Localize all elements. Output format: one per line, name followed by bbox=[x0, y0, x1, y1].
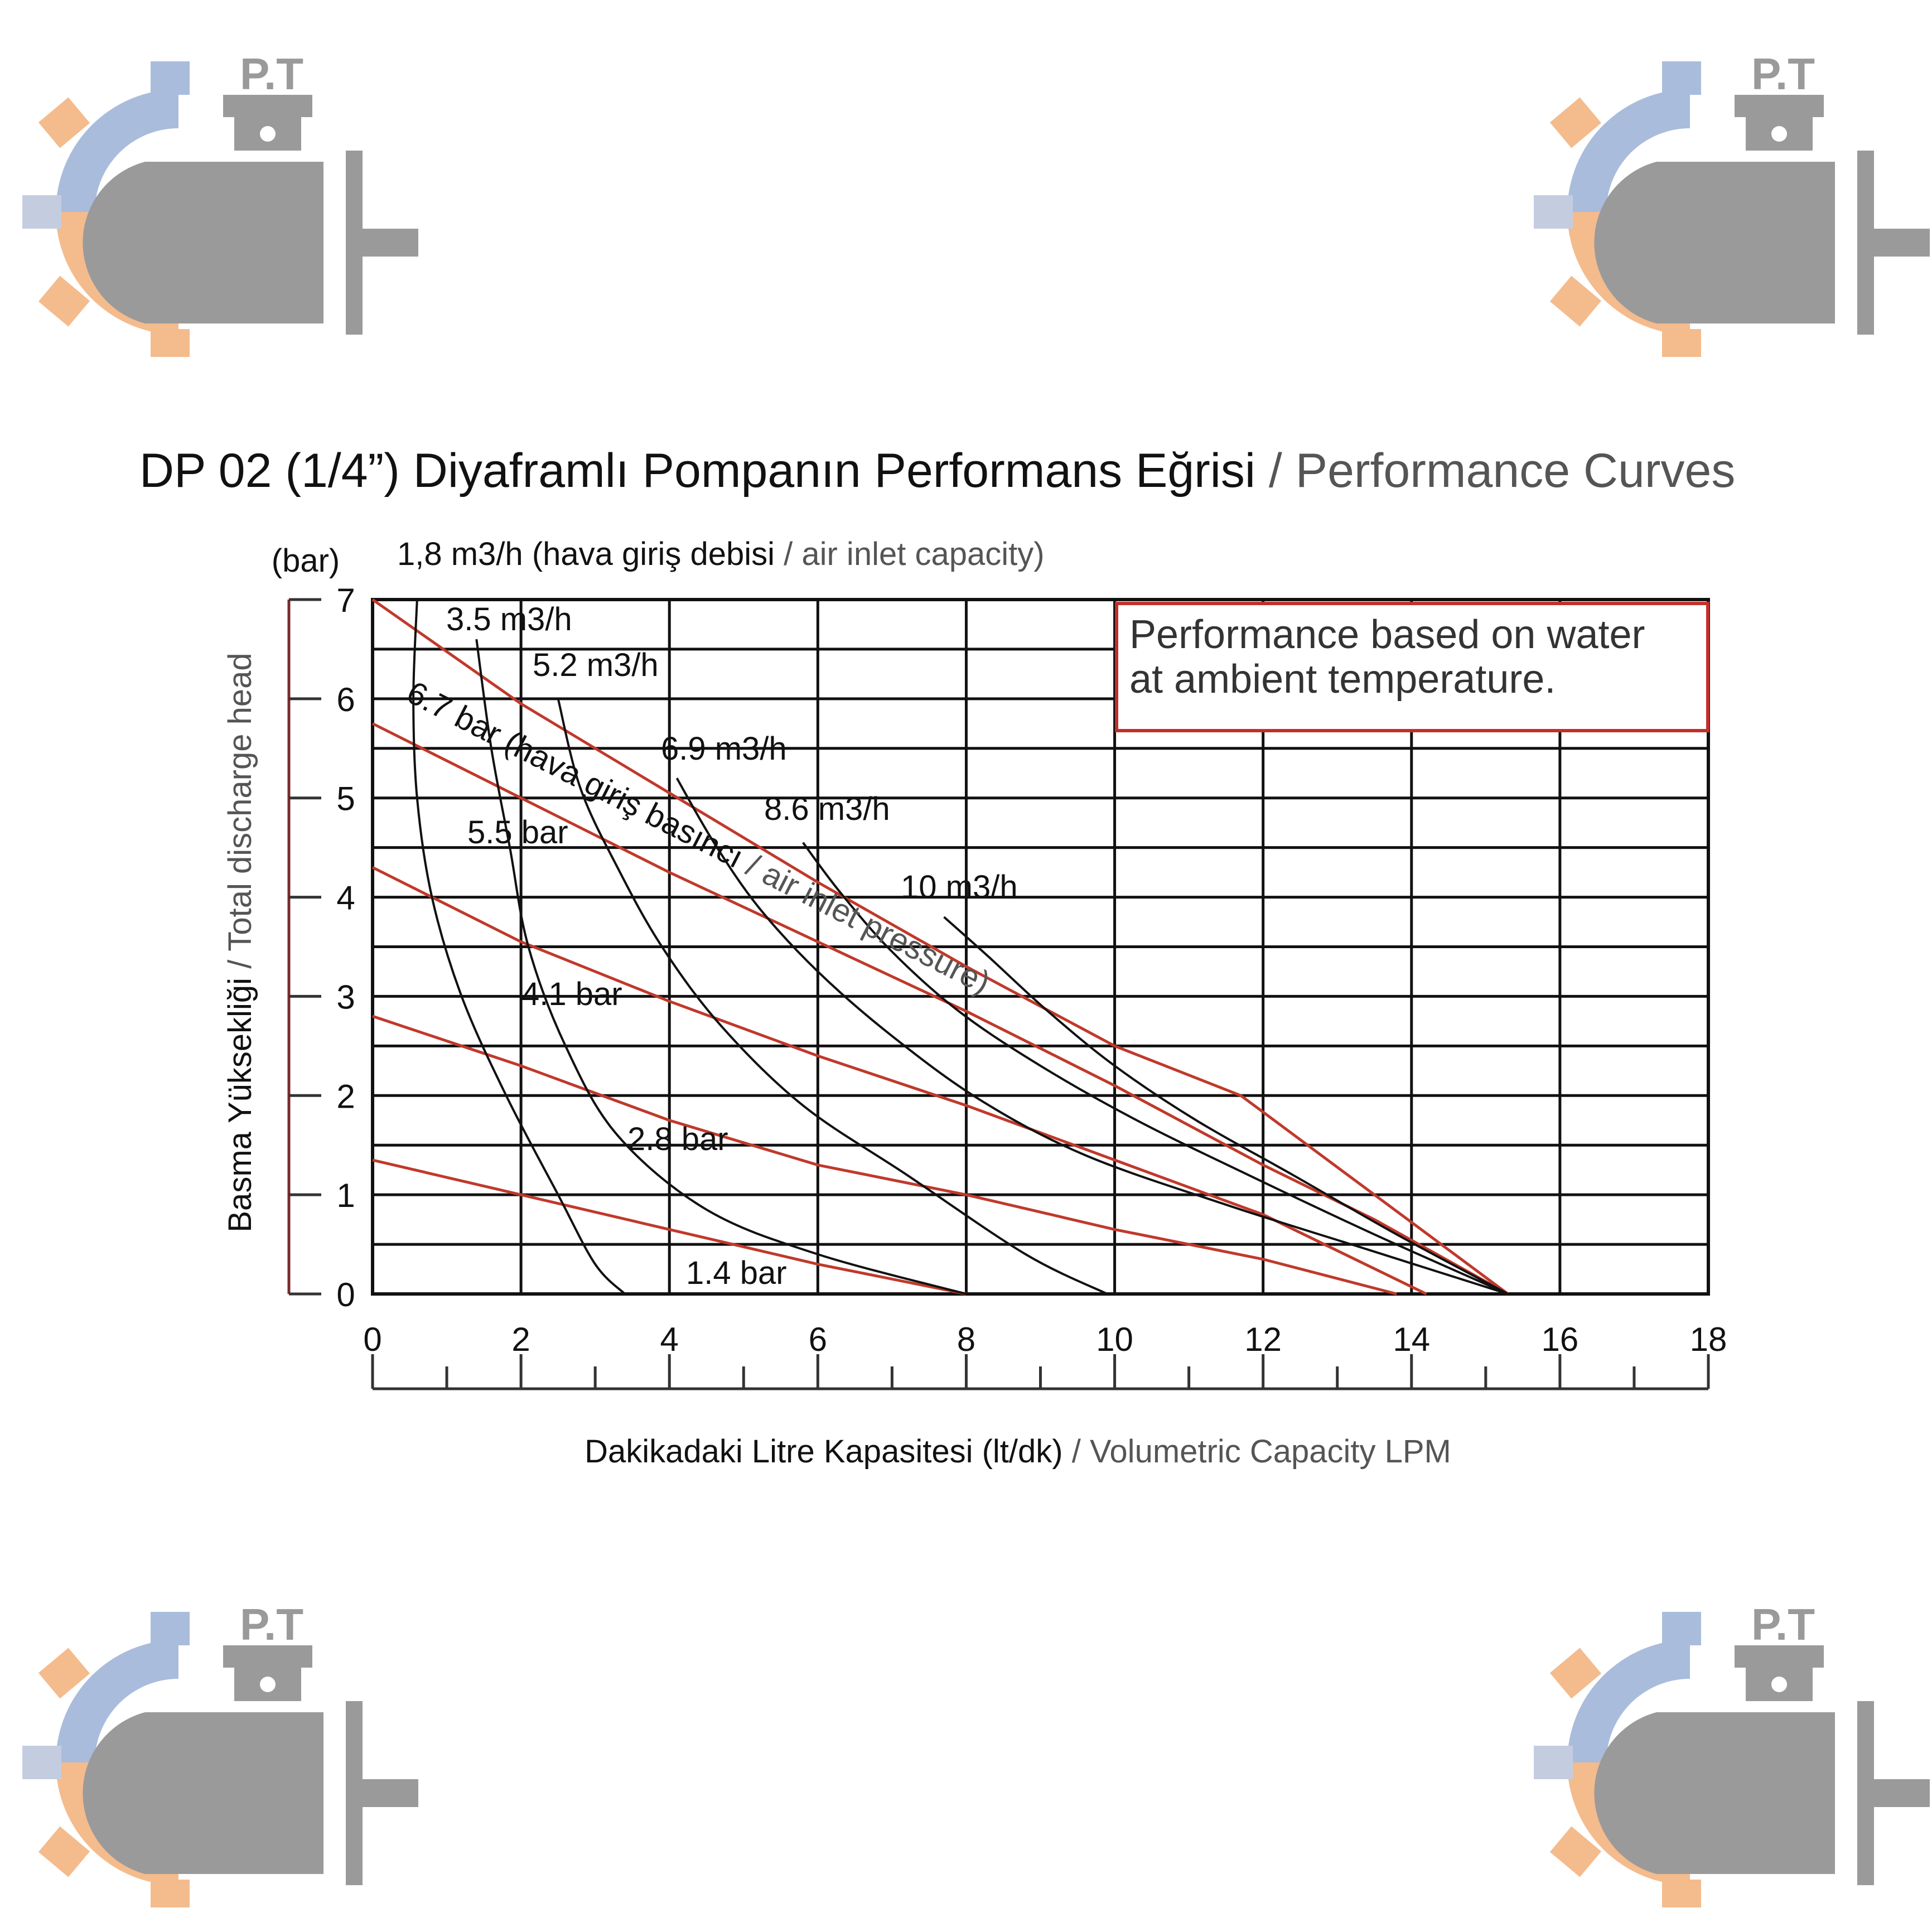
title-separator: / bbox=[1255, 444, 1296, 498]
label-1-4: 1.4 bar bbox=[686, 1255, 787, 1291]
label-1-8: 1,8 m3/h bbox=[397, 536, 523, 572]
y-tick-label: 3 bbox=[336, 978, 355, 1016]
x-tick-label: 4 bbox=[660, 1321, 679, 1358]
series-layer bbox=[371, 598, 1509, 1296]
capacity-note-sub: air inlet capacity) bbox=[801, 536, 1044, 572]
x-tick-label: 16 bbox=[1542, 1321, 1579, 1358]
x-label-sub: Volumetric Capacity LPM bbox=[1090, 1433, 1451, 1470]
label-4-1: 4.1 bar bbox=[521, 976, 622, 1012]
x-tick-label: 10 bbox=[1096, 1321, 1133, 1358]
note-box bbox=[1115, 602, 1709, 732]
x-axis-label: Dakikadaki Litre Kapasitesi (lt/dk) / Vo… bbox=[585, 1433, 1451, 1470]
capacity-curve-5 bbox=[943, 916, 1509, 1295]
y-label-sep: / bbox=[222, 951, 258, 978]
y-tick-label: 4 bbox=[336, 880, 355, 917]
x-label-main: Dakikadaki Litre Kapasitesi (lt/dk) bbox=[585, 1433, 1062, 1470]
label-3-5: 3.5 m3/h bbox=[446, 601, 572, 637]
label-6-7: 6.7 bar bbox=[401, 674, 507, 752]
y-axis-label: Basma Yüksekliği / Total discharge head bbox=[222, 653, 258, 1232]
capacity-series-label: 1,8 m3/h (hava giriş debisi / air inlet … bbox=[397, 536, 1045, 572]
label-6-9: 6.9 m3/h bbox=[661, 731, 787, 767]
label-5-5: 5.5 bar bbox=[467, 814, 568, 851]
title-sub: Performance Curves bbox=[1296, 444, 1736, 498]
capacity-curve-1 bbox=[475, 639, 967, 1295]
pressure-line-3 bbox=[372, 1015, 1397, 1296]
label-8-6: 8.6 m3/h bbox=[764, 791, 890, 827]
y-tick-label: 0 bbox=[336, 1276, 355, 1313]
y-unit: (bar) bbox=[272, 543, 340, 579]
y-tick-label: 6 bbox=[336, 681, 355, 718]
pressure-line-4 bbox=[372, 1158, 967, 1296]
capacity-curve-0 bbox=[412, 599, 626, 1295]
x-tick-label: 14 bbox=[1393, 1321, 1430, 1358]
note-line-1: Performance based on water bbox=[1129, 612, 1645, 657]
y-tick-label: 7 bbox=[336, 582, 355, 619]
x-tick-label: 0 bbox=[363, 1321, 381, 1358]
label-5-2: 5.2 m3/h bbox=[533, 647, 659, 683]
capacity-curve-2 bbox=[557, 698, 1108, 1295]
label-2-8: 2.8 bar bbox=[627, 1121, 728, 1157]
chart-title: DP 02 (1/4”) Diyaframlı Pompanın Perform… bbox=[139, 444, 1735, 498]
y-label-sub: Total discharge head bbox=[222, 653, 258, 951]
x-tick-label: 8 bbox=[957, 1321, 975, 1358]
capacity-curve-4 bbox=[802, 842, 1509, 1295]
title-main: DP 02 (1/4”) Diyaframlı Pompanın Perform… bbox=[139, 444, 1255, 498]
plot-frame bbox=[371, 598, 1710, 1296]
pressure-line-0 bbox=[371, 598, 1509, 1296]
capacity-note: (hava giriş debisi bbox=[532, 536, 775, 572]
x-tick-label: 2 bbox=[511, 1321, 530, 1358]
note-line-2: at ambient temperature. bbox=[1129, 657, 1556, 702]
y-tick-label: 5 bbox=[336, 780, 355, 818]
x-tick-label: 6 bbox=[809, 1321, 827, 1358]
x-label-sep: / bbox=[1063, 1433, 1090, 1470]
y-tick-label: 1 bbox=[336, 1177, 355, 1214]
capacity-curve-3 bbox=[675, 777, 1509, 1295]
capacity-note-sep: / bbox=[775, 536, 801, 572]
x-tick-label: 18 bbox=[1690, 1321, 1727, 1358]
x-tick-label: 12 bbox=[1244, 1321, 1282, 1358]
pressure-line-2 bbox=[371, 866, 1427, 1296]
label-10: 10 m3/h bbox=[901, 869, 1018, 905]
y-tick-label: 2 bbox=[336, 1078, 355, 1115]
y-label-main: Basma Yüksekliği bbox=[222, 978, 258, 1233]
